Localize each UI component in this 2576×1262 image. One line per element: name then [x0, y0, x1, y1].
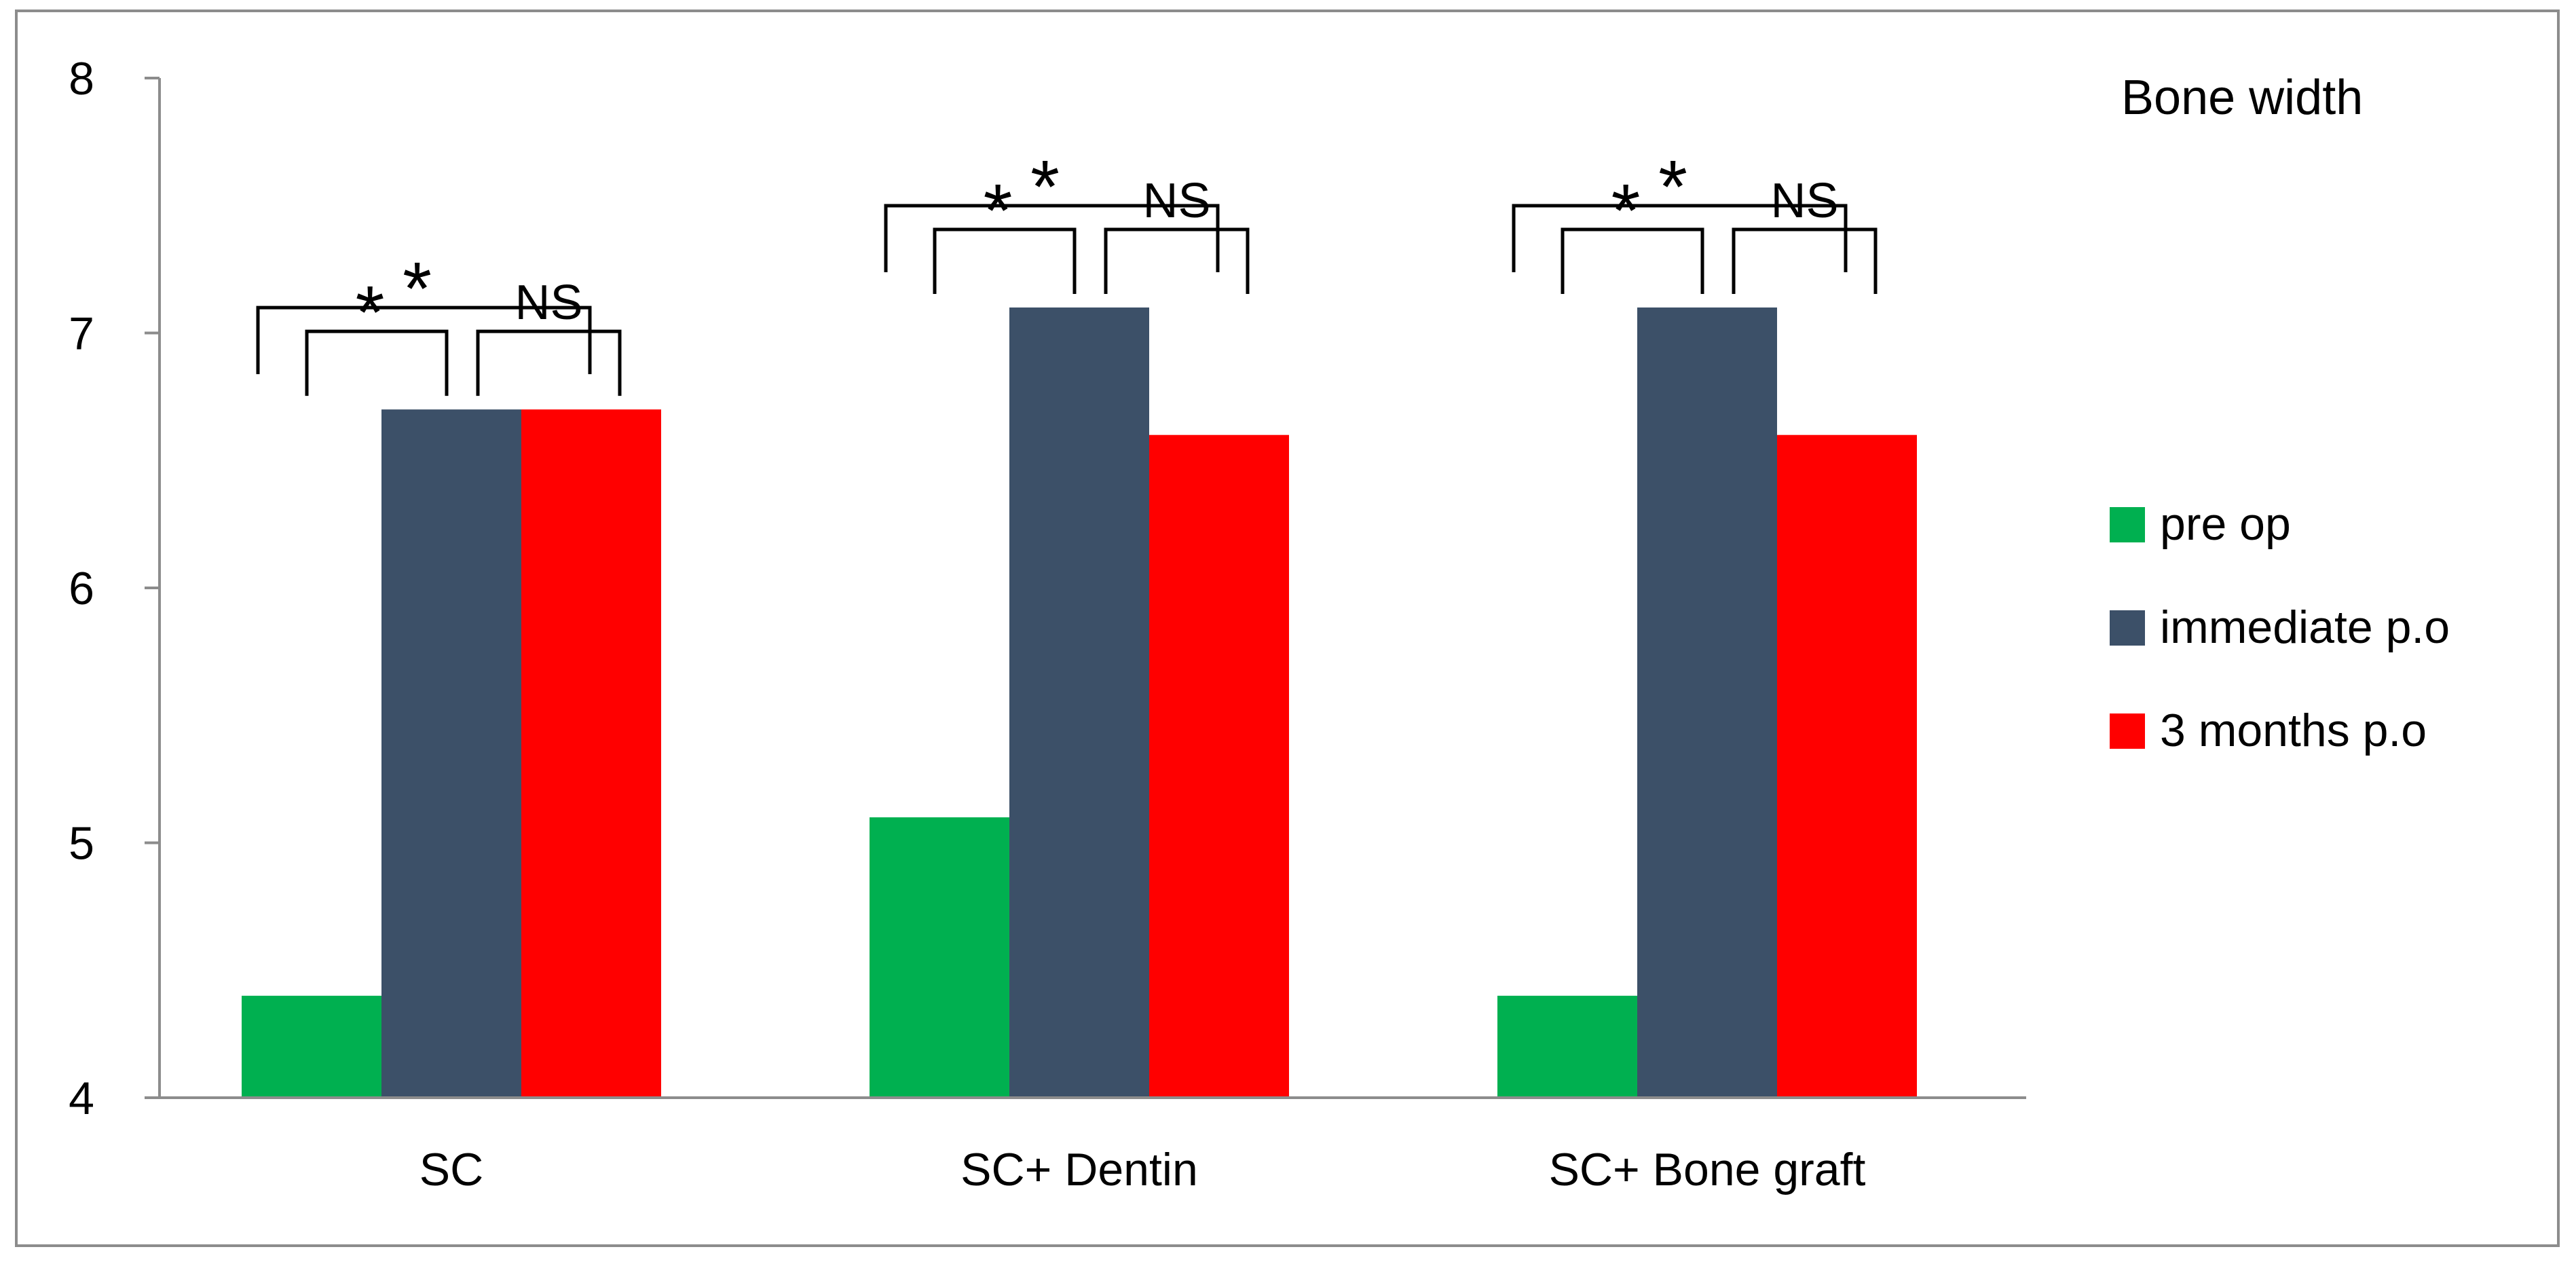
significance-label-1: NS — [515, 276, 582, 330]
significance-bracket-7 — [1732, 227, 1878, 294]
legend-label-1: immediate p.o — [2160, 601, 2450, 653]
significance-bracket-8 — [1512, 204, 1848, 272]
bar-immediate-po-1 — [1009, 307, 1149, 1098]
legend: pre op immediate p.o 3 months p.o — [2110, 498, 2450, 756]
y-tick-label-3: 7 — [69, 308, 94, 360]
legend-swatch-1 — [2110, 610, 2145, 646]
y-tick-label-4: 8 — [69, 53, 94, 105]
significance-label-3: * — [984, 169, 1013, 253]
significance-label-0: * — [356, 271, 385, 354]
bar-immediate-po-2 — [1637, 307, 1777, 1098]
y-tick-label-0: 4 — [69, 1073, 94, 1124]
x-tick-label-2: SC+ Bone graft — [1549, 1144, 1866, 1195]
bar-three-months-po-0 — [521, 409, 661, 1098]
x-tick-label-1: SC+ Dentin — [960, 1144, 1198, 1195]
bar-pre-op-2 — [1497, 995, 1637, 1098]
significance-bracket-3 — [933, 227, 1077, 294]
legend-swatch-2 — [2110, 713, 2145, 749]
significance-bracket-4 — [1104, 227, 1250, 294]
significance-brackets: * NS** NS* * NS* — [256, 145, 1878, 396]
y-tick-label-1: 5 — [69, 818, 94, 870]
bar-immediate-po-0 — [381, 409, 521, 1098]
significance-bracket-0 — [305, 329, 449, 396]
legend-label-0: pre op — [2160, 498, 2291, 550]
bar-pre-op-0 — [242, 995, 381, 1098]
significance-label-8: * — [1658, 145, 1687, 229]
significance-bracket-6 — [1561, 227, 1704, 294]
bar-three-months-po-2 — [1777, 434, 1917, 1098]
significance-label-5: * — [1030, 145, 1060, 229]
significance-label-7: NS — [1770, 174, 1838, 228]
significance-bracket-1 — [476, 329, 622, 396]
legend-label-2: 3 months p.o — [2160, 705, 2427, 756]
significance-label-2: * — [403, 247, 432, 331]
x-tick-label-0: SC — [419, 1144, 483, 1195]
y-tick-label-2: 6 — [69, 563, 94, 614]
significance-label-6: * — [1611, 169, 1641, 253]
bar-pre-op-1 — [870, 817, 1009, 1098]
bar-three-months-po-1 — [1149, 434, 1289, 1098]
chart-title: Bone width — [2121, 71, 2363, 125]
legend-swatch-0 — [2110, 507, 2145, 542]
significance-label-4: NS — [1142, 174, 1210, 228]
bars-layer — [242, 307, 1917, 1098]
axes-layer: 4 5 6 7 8 SC SC+ Dentin SC+ Bone graft — [69, 53, 2026, 1195]
significance-bracket-5 — [884, 204, 1220, 272]
significance-bracket-2 — [256, 305, 592, 375]
